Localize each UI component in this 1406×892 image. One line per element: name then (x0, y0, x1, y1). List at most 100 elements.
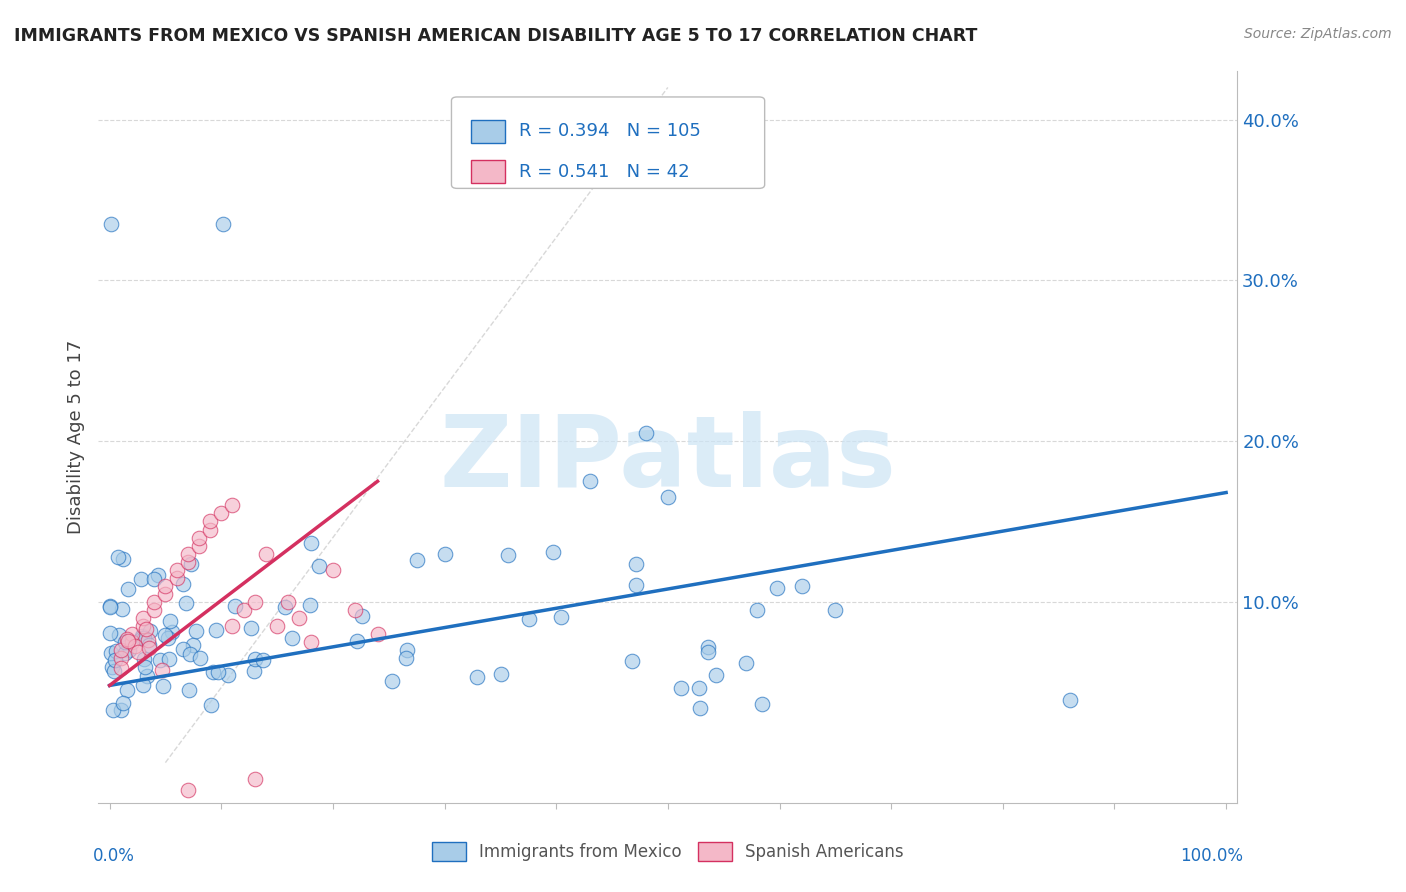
Point (790, 579, 813, 593)
Point (298, 598, 321, 612)
Point (322, 563, 344, 577)
Point (155, 587, 177, 601)
Point (136, 633, 159, 648)
Point (174, 596, 197, 610)
Point (148, 568, 170, 582)
Point (688, 681, 710, 695)
Point (114, 635, 136, 649)
Point (110, 660, 132, 674)
Point (689, 701, 711, 715)
Point (101, 703, 124, 717)
Point (179, 647, 201, 661)
Point (159, 614, 181, 628)
Point (671, 681, 693, 695)
Point (187, 531, 209, 545)
Point (243, 595, 266, 609)
Point (1059, 693, 1081, 707)
Point (266, 619, 288, 633)
Point (100, 217, 122, 231)
Point (134, 659, 156, 673)
Point (131, 632, 153, 646)
Point (112, 552, 135, 566)
Point (221, 619, 243, 633)
Point (103, 664, 125, 678)
Point (491, 667, 513, 681)
Point (696, 645, 718, 659)
Point (150, 663, 173, 677)
Point (198, 515, 221, 529)
Point (127, 645, 149, 659)
Point (166, 571, 188, 585)
Point (117, 632, 139, 646)
Point (280, 631, 302, 645)
Legend: Immigrants from Mexico, Spanish Americans: Immigrants from Mexico, Spanish American… (426, 835, 910, 868)
Point (180, 557, 202, 571)
Point (132, 651, 155, 665)
Point (395, 650, 418, 665)
Point (179, 683, 201, 698)
Point (134, 631, 156, 645)
Point (181, 638, 204, 652)
Point (172, 577, 194, 591)
Point (706, 667, 728, 681)
Point (254, 547, 277, 561)
Point (143, 603, 166, 617)
Point (103, 653, 125, 667)
Point (177, 555, 200, 569)
Point (252, 653, 274, 667)
Point (367, 627, 389, 641)
Point (149, 653, 172, 667)
Point (299, 535, 322, 549)
Point (277, 595, 299, 609)
Text: 100.0%: 100.0% (1180, 847, 1243, 864)
Point (697, 640, 720, 654)
Point (243, 651, 266, 665)
Point (157, 652, 180, 666)
Point (124, 639, 146, 653)
Point (98, 599, 121, 613)
Point (110, 643, 132, 657)
Point (624, 557, 647, 571)
Point (188, 651, 211, 665)
Point (735, 656, 758, 670)
FancyBboxPatch shape (451, 97, 765, 188)
FancyBboxPatch shape (471, 160, 505, 183)
Point (346, 633, 368, 648)
Point (135, 622, 157, 636)
Text: 0.0%: 0.0% (93, 847, 135, 864)
Point (157, 631, 180, 645)
Point (243, 664, 266, 678)
Point (110, 703, 132, 717)
Point (111, 696, 134, 710)
Point (172, 642, 194, 657)
Point (288, 611, 311, 625)
Point (110, 651, 132, 665)
Point (201, 665, 224, 679)
Text: Source: ZipAtlas.com: Source: ZipAtlas.com (1244, 27, 1392, 41)
Y-axis label: Disability Age 5 to 17: Disability Age 5 to 17 (66, 340, 84, 534)
Point (224, 599, 246, 614)
Point (221, 499, 243, 513)
Point (98, 599, 121, 614)
Point (299, 635, 322, 649)
Point (101, 660, 124, 674)
Point (121, 627, 143, 641)
Point (143, 595, 166, 609)
Point (117, 582, 139, 596)
Point (142, 572, 165, 586)
Point (108, 628, 131, 642)
Point (624, 578, 647, 592)
Point (751, 697, 773, 711)
Point (578, 475, 600, 489)
Point (177, 547, 200, 561)
Point (129, 572, 152, 586)
Point (162, 625, 184, 640)
Point (187, 539, 209, 553)
Point (135, 669, 157, 683)
Point (104, 644, 127, 658)
Point (634, 425, 657, 440)
Point (114, 646, 136, 660)
Point (121, 635, 143, 649)
Point (100, 646, 122, 660)
Point (211, 217, 233, 231)
